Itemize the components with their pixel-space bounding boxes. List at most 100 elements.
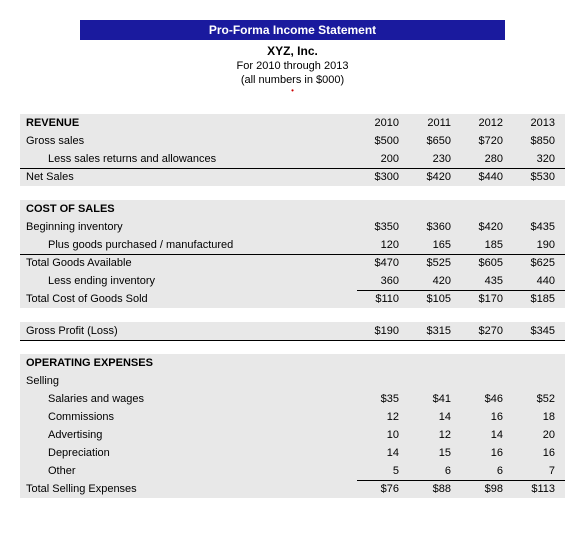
- salaries-1: $41: [409, 390, 461, 408]
- total-avail-1: $525: [409, 254, 461, 272]
- less-returns-0: 200: [357, 150, 409, 168]
- purchased-1: 165: [409, 236, 461, 254]
- gross-profit-row: Gross Profit (Loss) $190 $315 $270 $345: [20, 322, 565, 340]
- other-label: Other: [20, 462, 357, 480]
- revenue-header-row: REVENUE 2010 2011 2012 2013: [20, 114, 565, 132]
- advertising-row: Advertising 10 12 14 20: [20, 426, 565, 444]
- advertising-1: 12: [409, 426, 461, 444]
- depreciation-2: 16: [461, 444, 513, 462]
- less-returns-2: 280: [461, 150, 513, 168]
- commissions-3: 18: [513, 408, 565, 426]
- net-sales-1: $420: [409, 168, 461, 186]
- gross-sales-0: $500: [357, 132, 409, 150]
- total-avail-label: Total Goods Available: [20, 254, 357, 272]
- total-cogs-3: $185: [513, 290, 565, 308]
- commissions-0: 12: [357, 408, 409, 426]
- less-end-1: 420: [409, 272, 461, 290]
- less-returns-3: 320: [513, 150, 565, 168]
- gross-profit-3: $345: [513, 322, 565, 340]
- beg-inv-2: $420: [461, 218, 513, 236]
- less-end-label: Less ending inventory: [20, 272, 357, 290]
- beg-inv-3: $435: [513, 218, 565, 236]
- beg-inv-label: Beginning inventory: [20, 218, 357, 236]
- units-note: (all numbers in $000): [20, 74, 565, 86]
- gross-sales-1: $650: [409, 132, 461, 150]
- gross-profit-1: $315: [409, 322, 461, 340]
- net-sales-2: $440: [461, 168, 513, 186]
- total-avail-0: $470: [357, 254, 409, 272]
- total-avail-2: $605: [461, 254, 513, 272]
- total-selling-3: $113: [513, 480, 565, 498]
- less-end-2: 435: [461, 272, 513, 290]
- year-3: 2013: [513, 114, 565, 132]
- less-returns-label: Less sales returns and allowances: [20, 150, 357, 168]
- less-end-row: Less ending inventory 360 420 435 440: [20, 272, 565, 290]
- less-returns-row: Less sales returns and allowances 200 23…: [20, 150, 565, 168]
- opex-title: OPERATING EXPENSES: [20, 354, 565, 372]
- commissions-label: Commissions: [20, 408, 357, 426]
- salaries-3: $52: [513, 390, 565, 408]
- beg-inv-row: Beginning inventory $350 $360 $420 $435: [20, 218, 565, 236]
- cogs-title: COST OF SALES: [20, 200, 565, 218]
- salaries-2: $46: [461, 390, 513, 408]
- year-0: 2010: [357, 114, 409, 132]
- total-selling-1: $88: [409, 480, 461, 498]
- purchased-0: 120: [357, 236, 409, 254]
- gross-sales-3: $850: [513, 132, 565, 150]
- advertising-2: 14: [461, 426, 513, 444]
- opex-header-row: OPERATING EXPENSES: [20, 354, 565, 372]
- other-3: 7: [513, 462, 565, 480]
- total-avail-row: Total Goods Available $470 $525 $605 $62…: [20, 254, 565, 272]
- net-sales-3: $530: [513, 168, 565, 186]
- depreciation-3: 16: [513, 444, 565, 462]
- advertising-0: 10: [357, 426, 409, 444]
- total-cogs-0: $110: [357, 290, 409, 308]
- total-cogs-2: $170: [461, 290, 513, 308]
- gross-profit-0: $190: [357, 322, 409, 340]
- total-selling-0: $76: [357, 480, 409, 498]
- depreciation-label: Depreciation: [20, 444, 357, 462]
- banner-title: Pro-Forma Income Statement: [80, 20, 505, 40]
- depreciation-1: 15: [409, 444, 461, 462]
- other-2: 6: [461, 462, 513, 480]
- salaries-row: Salaries and wages $35 $41 $46 $52: [20, 390, 565, 408]
- cogs-header-row: COST OF SALES: [20, 200, 565, 218]
- salaries-0: $35: [357, 390, 409, 408]
- purchased-label: Plus goods purchased / manufactured: [20, 236, 357, 254]
- net-sales-label: Net Sales: [20, 168, 357, 186]
- depreciation-row: Depreciation 14 15 16 16: [20, 444, 565, 462]
- commissions-1: 14: [409, 408, 461, 426]
- income-statement-table: REVENUE 2010 2011 2012 2013 Gross sales …: [20, 114, 565, 498]
- other-1: 6: [409, 462, 461, 480]
- advertising-label: Advertising: [20, 426, 357, 444]
- company-name: XYZ, Inc.: [20, 44, 565, 58]
- salaries-label: Salaries and wages: [20, 390, 357, 408]
- revenue-title: REVENUE: [20, 114, 357, 132]
- purchased-row: Plus goods purchased / manufactured 120 …: [20, 236, 565, 254]
- commissions-2: 16: [461, 408, 513, 426]
- beg-inv-0: $350: [357, 218, 409, 236]
- net-sales-0: $300: [357, 168, 409, 186]
- commissions-row: Commissions 12 14 16 18: [20, 408, 565, 426]
- gross-profit-label: Gross Profit (Loss): [20, 322, 357, 340]
- less-returns-1: 230: [409, 150, 461, 168]
- other-0: 5: [357, 462, 409, 480]
- total-cogs-row: Total Cost of Goods Sold $110 $105 $170 …: [20, 290, 565, 308]
- depreciation-0: 14: [357, 444, 409, 462]
- beg-inv-1: $360: [409, 218, 461, 236]
- total-cogs-label: Total Cost of Goods Sold: [20, 290, 357, 308]
- period-line: For 2010 through 2013: [20, 60, 565, 72]
- gross-sales-label: Gross sales: [20, 132, 357, 150]
- purchased-2: 185: [461, 236, 513, 254]
- gross-sales-2: $720: [461, 132, 513, 150]
- total-selling-2: $98: [461, 480, 513, 498]
- total-avail-3: $625: [513, 254, 565, 272]
- net-sales-row: Net Sales $300 $420 $440 $530: [20, 168, 565, 186]
- total-selling-row: Total Selling Expenses $76 $88 $98 $113: [20, 480, 565, 498]
- gross-sales-row: Gross sales $500 $650 $720 $850: [20, 132, 565, 150]
- purchased-3: 190: [513, 236, 565, 254]
- less-end-0: 360: [357, 272, 409, 290]
- total-selling-label: Total Selling Expenses: [20, 480, 357, 498]
- year-2: 2012: [461, 114, 513, 132]
- other-row: Other 5 6 6 7: [20, 462, 565, 480]
